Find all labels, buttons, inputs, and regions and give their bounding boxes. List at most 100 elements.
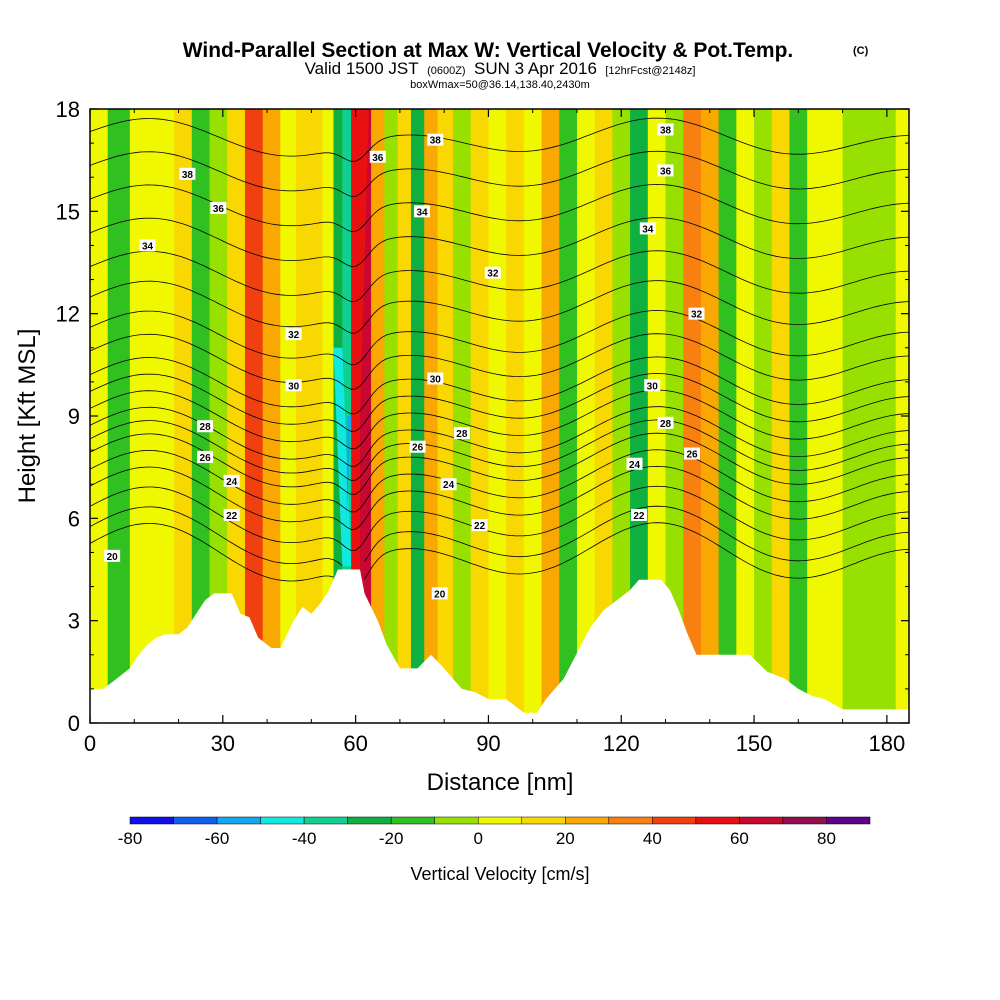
theta-contour-line [90,432,909,495]
velocity-column [665,109,685,723]
colorbar-tick-label: 20 [556,829,575,848]
x-axis-label: Distance [nm] [427,769,574,796]
updraft-core [351,109,369,416]
colorbar-swatch [434,816,479,825]
x-tick-label: 90 [476,731,500,756]
colorbar-swatch [695,816,740,825]
theta-label-box [197,450,214,463]
y-tick-label: 6 [68,506,80,531]
theta-label-box [453,427,470,440]
colorbar-swatch [608,816,653,825]
colorbar-tick-label: 40 [643,829,662,848]
velocity-column [309,109,324,723]
velocity-column [612,109,631,723]
theta-label: 26 [409,440,426,454]
theta-label-box [414,205,431,218]
theta-label-text: 36 [372,153,384,164]
colorbar-swatch [826,816,871,825]
theta-label: 20 [104,549,121,563]
y-tick-label: 15 [56,199,80,224]
theta-contours [90,117,909,582]
forecast-info: [12hrFcst@2148z] [605,65,695,77]
colorbar-tick-label: -40 [292,829,317,848]
theta-label-box [471,519,488,532]
colorbar-swatch [347,816,392,825]
theta-label-box [657,416,674,429]
theta-label-text: 22 [633,511,645,522]
velocity-column [771,109,791,723]
theta-label: 24 [223,474,240,488]
velocity-column [154,109,175,723]
y-tick-label: 0 [68,711,80,736]
theta-label-box [431,587,448,600]
theta-label: 34 [139,239,156,252]
colorbar-swatch [129,816,174,825]
theta-label-text: 24 [226,477,238,488]
velocity-column [506,109,525,723]
velocity-column [397,109,412,723]
velocity-column [90,109,109,723]
theta-label: 32 [285,328,302,341]
theta-label: 22 [630,508,647,522]
theta-label-text: 38 [182,170,194,181]
x-tick-label: 0 [84,731,96,756]
theta-label: 38 [427,133,444,147]
velocity-column [683,109,702,723]
theta-label-box [139,239,156,252]
theta-label-box [626,457,643,470]
theta-label-text: 34 [416,207,428,218]
theta-label-text: 26 [687,450,699,461]
theta-label-text: 38 [660,125,672,136]
x-tick-label: 120 [603,731,640,756]
velocity-field [90,109,909,723]
velocity-column [295,109,310,723]
velocity-column [630,109,649,723]
velocity-column [410,109,426,723]
x-tick-label: 180 [869,731,906,756]
y-tick-label: 18 [56,97,80,122]
theta-label-text: 28 [200,422,212,433]
velocity-column [384,109,399,723]
velocity-column [262,109,282,723]
theta-label: 36 [369,150,386,164]
theta-label: 36 [657,164,674,177]
terrain [90,569,909,723]
theta-label: 34 [414,205,431,218]
theta-contour-line [90,522,909,582]
velocity-column [559,109,578,723]
y-tick-label: 3 [68,609,80,634]
theta-label-text: 36 [660,166,672,177]
theta-label-text: 20 [434,589,446,600]
colorbar-swatch [565,816,610,825]
theta-label-box [223,474,240,487]
velocity-column [129,109,155,723]
theta-label-text: 36 [213,204,225,215]
theta-label-box [285,328,302,341]
velocity-column [424,109,439,723]
theta-label-box [684,447,701,460]
theta-contour-line [90,117,909,162]
colorbar-swatch [216,816,261,825]
colorbar-swatch [521,816,566,825]
theta-contour-line [90,465,909,530]
theta-contour-line [90,419,909,481]
theta-label-text: 28 [456,429,468,440]
theta-label-text: 30 [430,374,442,385]
velocity-column [280,109,297,723]
theta-label-text: 32 [288,330,300,341]
theta-label-text: 34 [642,224,654,235]
theta-label: 26 [684,447,701,461]
theta-label: 20 [431,587,448,600]
colorbar-swatch [260,816,305,825]
velocity-column [453,109,472,723]
velocity-column [576,109,596,723]
theta-label-box [657,164,674,177]
theta-contour-line [90,333,909,390]
colorbar: -80 -60 -40 -20 0 20 40 60 80 [118,816,871,848]
theta-label-box [179,167,196,180]
velocity-column [174,109,193,723]
theta-label-box [440,478,457,491]
velocity-column [244,109,264,723]
